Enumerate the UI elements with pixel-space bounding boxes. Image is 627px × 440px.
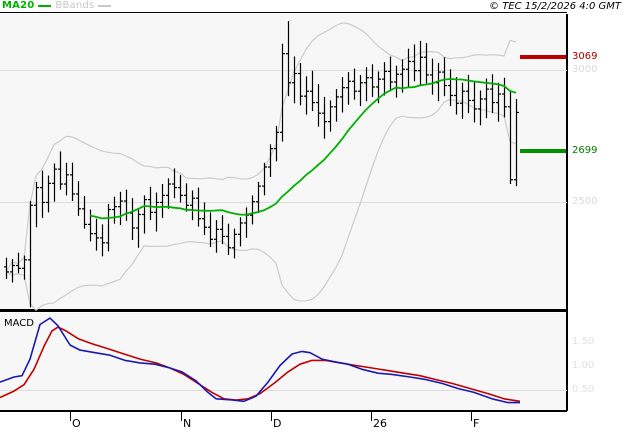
x-axis-tick [271, 412, 272, 421]
x-axis-tick [70, 412, 71, 421]
ma20-legend-swatch [38, 5, 52, 7]
price-scale-label: 3000 [572, 64, 598, 75]
macd-series-canvas [0, 317, 567, 404]
plot-right-border [566, 14, 568, 411]
x-axis-tick [471, 412, 472, 421]
ma20-legend-label: MA20 [2, 0, 35, 11]
macd-scale-label: 1.00 [572, 360, 595, 371]
copyright-timestamp: © TEC 15/2/2026 4:0 GMT [489, 1, 621, 12]
bbands-legend-swatch [98, 5, 112, 7]
x-axis-rule [0, 410, 567, 412]
bbands-upper-line [5, 22, 517, 273]
ma20-line [89, 78, 517, 220]
price-series-canvas [0, 21, 567, 312]
price-marker-label: 3069 [572, 51, 598, 62]
price-marker-line [520, 149, 566, 153]
x-axis-label: O [72, 417, 81, 430]
price-marker-line [520, 55, 566, 59]
macd-panel-title: MACD [4, 318, 34, 329]
x-axis-label: D [273, 417, 282, 430]
price-panel-top-rule [0, 12, 567, 13]
x-axis-label: N [183, 417, 192, 430]
price-scale-label: 2500 [572, 196, 598, 207]
x-axis-tick [371, 412, 372, 421]
x-axis-label: F [473, 417, 480, 430]
price-panel [0, 14, 567, 310]
price-marker-label: 2699 [572, 145, 598, 156]
indicator-legend: MA20 BBands [2, 0, 112, 11]
x-axis-label: 26 [373, 417, 387, 430]
macd-scale-label: 1.50 [572, 336, 595, 347]
ohlc-bars [4, 21, 519, 308]
bbands-lower-line [5, 98, 517, 312]
macd-scale-label: 0.50 [572, 384, 595, 395]
panel-divider [0, 309, 567, 312]
bbands-legend-label: BBands [55, 0, 95, 11]
macd-line [0, 317, 520, 404]
x-axis-tick [181, 412, 182, 421]
